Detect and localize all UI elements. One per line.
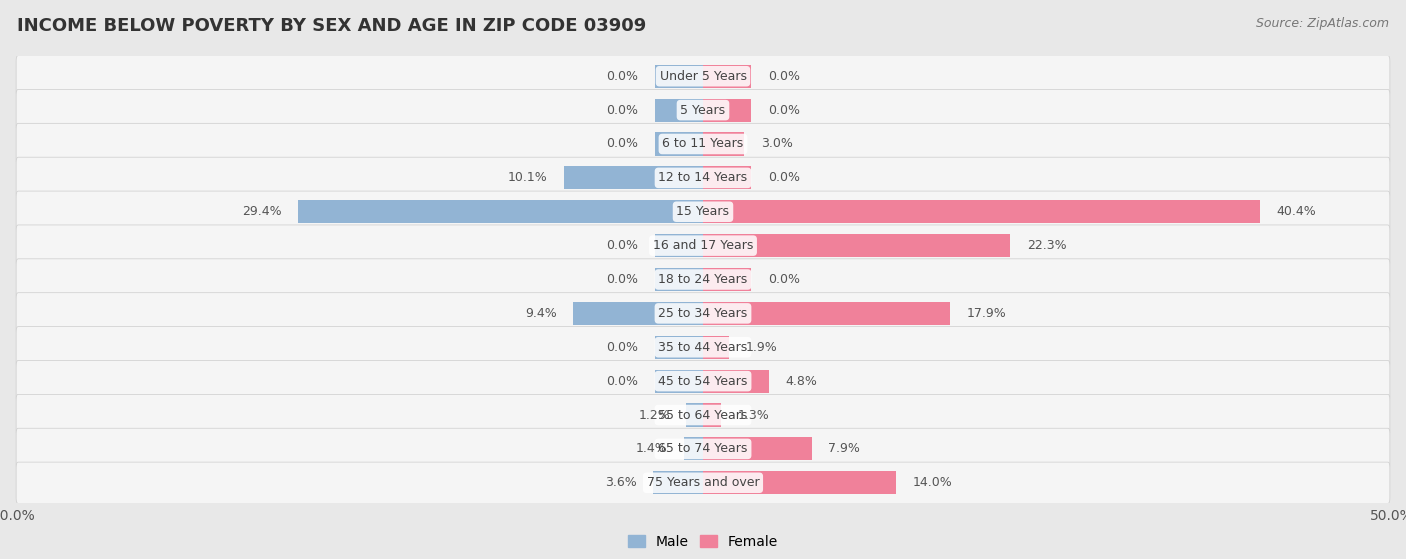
Text: 55 to 64 Years: 55 to 64 Years: [658, 409, 748, 421]
Text: 0.0%: 0.0%: [768, 273, 800, 286]
Bar: [655, 336, 703, 359]
FancyBboxPatch shape: [15, 361, 1391, 402]
Bar: [564, 167, 703, 190]
Bar: [655, 369, 703, 392]
Bar: [654, 471, 703, 494]
Text: 0.0%: 0.0%: [606, 138, 638, 150]
Text: 18 to 24 Years: 18 to 24 Years: [658, 273, 748, 286]
Text: 17.9%: 17.9%: [966, 307, 1005, 320]
Text: 35 to 44 Years: 35 to 44 Years: [658, 341, 748, 354]
Text: 0.0%: 0.0%: [768, 172, 800, 184]
Bar: [703, 336, 730, 359]
Bar: [703, 132, 744, 155]
Text: 9.4%: 9.4%: [526, 307, 557, 320]
Text: 3.0%: 3.0%: [761, 138, 793, 150]
FancyBboxPatch shape: [15, 89, 1391, 131]
Bar: [703, 234, 1011, 257]
Text: 1.9%: 1.9%: [745, 341, 778, 354]
Text: 0.0%: 0.0%: [768, 70, 800, 83]
Bar: [683, 437, 703, 461]
Text: 5 Years: 5 Years: [681, 103, 725, 117]
Bar: [703, 268, 751, 291]
Text: 4.8%: 4.8%: [786, 375, 817, 387]
Text: 15 Years: 15 Years: [676, 205, 730, 218]
Text: 1.2%: 1.2%: [638, 409, 669, 421]
Text: 7.9%: 7.9%: [828, 442, 860, 456]
FancyBboxPatch shape: [15, 462, 1391, 504]
Text: 40.4%: 40.4%: [1277, 205, 1316, 218]
Bar: [298, 200, 703, 223]
Text: 45 to 54 Years: 45 to 54 Years: [658, 375, 748, 387]
Bar: [703, 302, 949, 325]
Text: Source: ZipAtlas.com: Source: ZipAtlas.com: [1256, 17, 1389, 30]
FancyBboxPatch shape: [15, 428, 1391, 470]
Text: 25 to 34 Years: 25 to 34 Years: [658, 307, 748, 320]
Text: 75 Years and over: 75 Years and over: [647, 476, 759, 489]
Text: 65 to 74 Years: 65 to 74 Years: [658, 442, 748, 456]
FancyBboxPatch shape: [15, 124, 1391, 165]
Text: 0.0%: 0.0%: [606, 273, 638, 286]
FancyBboxPatch shape: [15, 225, 1391, 266]
Bar: [686, 404, 703, 427]
Text: Under 5 Years: Under 5 Years: [659, 70, 747, 83]
Bar: [574, 302, 703, 325]
Text: 22.3%: 22.3%: [1026, 239, 1066, 252]
Text: INCOME BELOW POVERTY BY SEX AND AGE IN ZIP CODE 03909: INCOME BELOW POVERTY BY SEX AND AGE IN Z…: [17, 17, 647, 35]
Bar: [703, 200, 1260, 223]
Bar: [703, 471, 896, 494]
Bar: [655, 268, 703, 291]
Bar: [703, 65, 751, 88]
Bar: [655, 132, 703, 155]
Text: 0.0%: 0.0%: [768, 103, 800, 117]
Legend: Male, Female: Male, Female: [623, 529, 783, 555]
FancyBboxPatch shape: [15, 157, 1391, 198]
FancyBboxPatch shape: [15, 293, 1391, 334]
Text: 0.0%: 0.0%: [606, 70, 638, 83]
Text: 16 and 17 Years: 16 and 17 Years: [652, 239, 754, 252]
Bar: [655, 234, 703, 257]
FancyBboxPatch shape: [15, 394, 1391, 435]
FancyBboxPatch shape: [15, 259, 1391, 300]
Bar: [655, 65, 703, 88]
Bar: [703, 369, 769, 392]
Text: 0.0%: 0.0%: [606, 103, 638, 117]
Text: 0.0%: 0.0%: [606, 239, 638, 252]
Bar: [655, 98, 703, 122]
FancyBboxPatch shape: [15, 55, 1391, 97]
FancyBboxPatch shape: [15, 191, 1391, 233]
Text: 0.0%: 0.0%: [606, 341, 638, 354]
Text: 10.1%: 10.1%: [508, 172, 547, 184]
Bar: [703, 167, 751, 190]
Text: 0.0%: 0.0%: [606, 375, 638, 387]
Bar: [703, 98, 751, 122]
Text: 12 to 14 Years: 12 to 14 Years: [658, 172, 748, 184]
Text: 29.4%: 29.4%: [242, 205, 281, 218]
Text: 14.0%: 14.0%: [912, 476, 952, 489]
Text: 6 to 11 Years: 6 to 11 Years: [662, 138, 744, 150]
Bar: [703, 437, 811, 461]
Text: 1.3%: 1.3%: [738, 409, 769, 421]
FancyBboxPatch shape: [15, 326, 1391, 368]
Bar: [703, 404, 721, 427]
Text: 3.6%: 3.6%: [605, 476, 637, 489]
Text: 1.4%: 1.4%: [636, 442, 668, 456]
